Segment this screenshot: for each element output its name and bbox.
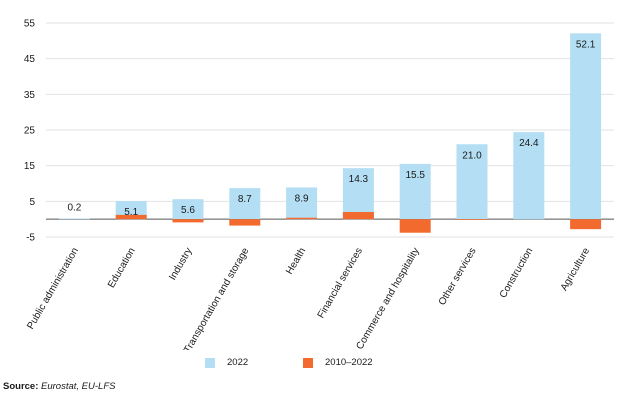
x-category-label: Health [284,246,308,277]
x-category-label: Financial services [316,246,365,320]
bar-2022 [286,187,318,220]
bar-change-2010-2022 [570,219,602,230]
y-tick-label: 15 [24,161,36,172]
x-category-label: Industry [167,246,194,282]
data-label-2022: 8.9 [295,193,309,204]
bar-2022 [570,33,602,220]
x-category-label: Education [106,246,138,290]
bar-chart: -5 5 15 25 35 45 55 0.2 Public administration 5.1… [24,19,614,350]
bar-2022 [342,168,374,220]
data-label-2022: 5.6 [181,205,195,216]
data-label-2022: 21.0 [462,150,482,161]
data-label-2022: 15.5 [405,170,425,181]
x-category-label: Public administration [25,246,81,331]
bar-change-2010-2022 [229,219,261,226]
legend-label-2022: 2022 [227,357,249,368]
bar-change-2010-2022 [115,214,147,220]
bar-2022 [229,188,261,220]
data-label-2022: 14.3 [349,174,369,185]
x-category-label: Construction [498,246,536,300]
data-label-2022: 24.4 [519,138,539,149]
bar-2022 [456,144,488,220]
bar-change-2010-2022 [286,217,318,220]
data-label-2022: 52.1 [576,39,596,50]
data-label-2022: 0.2 [67,202,81,213]
bar-2022 [172,199,204,220]
source-label: Source: [3,381,39,392]
x-category-label: Commerce and hospitality [354,246,421,350]
bar-2022 [399,163,431,220]
x-category-label: Agriculture [559,246,593,293]
legend-label-2010-2022: 2010–2022 [325,357,373,368]
bar-2022 [513,132,545,220]
bar-change-2010-2022 [399,219,431,233]
y-tick-label: -5 [26,233,35,244]
bar-change-2010-2022 [172,219,204,223]
data-label-2022: 5.1 [124,207,138,218]
bar-change-2010-2022 [456,219,488,220]
legend-swatch-2010-2022 [303,357,313,368]
data-label-2022: 8.7 [238,194,252,205]
y-tick-label: 55 [24,19,36,30]
y-tick-label: 45 [24,54,36,65]
y-tick-label: 35 [24,90,36,101]
bar-2022 [58,218,90,220]
legend-item-2010-2022: 2010–2022 [303,357,373,368]
source-text: Eurostat, EU-LFS [41,381,116,392]
bar-change-2010-2022 [342,212,374,220]
legend-swatch-2022 [205,357,215,368]
source-note: Source: Eurostat, EU-LFS [3,381,115,392]
y-tick-label: 5 [29,197,35,208]
x-category-label: Transportation and storage [182,246,252,350]
legend-item-2022: 2022 [205,357,248,368]
y-tick-label: 25 [24,126,36,137]
x-category-label: Other services [437,246,479,307]
bar-2022 [115,200,147,220]
